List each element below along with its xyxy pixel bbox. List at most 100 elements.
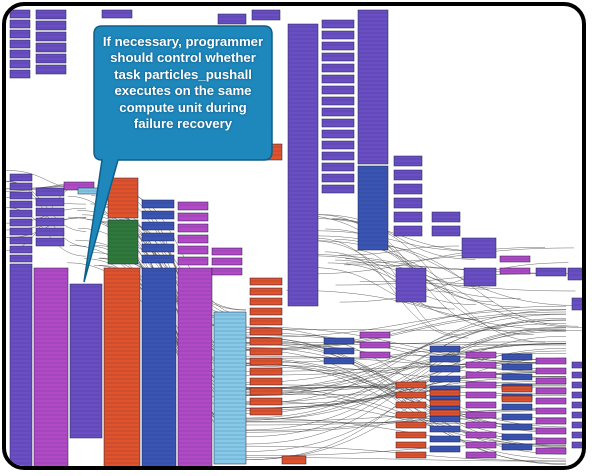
task-node bbox=[211, 267, 243, 276]
task-node bbox=[321, 52, 355, 62]
task-node bbox=[9, 236, 33, 245]
task-node bbox=[141, 221, 175, 231]
task-node bbox=[9, 218, 33, 227]
graph-edge bbox=[245, 314, 567, 396]
task-node bbox=[251, 9, 281, 21]
task-node bbox=[501, 373, 533, 381]
task-node bbox=[249, 357, 283, 366]
task-node bbox=[249, 347, 283, 356]
task-node bbox=[321, 85, 355, 95]
task-node bbox=[429, 445, 461, 453]
task-node bbox=[501, 403, 533, 411]
task-node bbox=[35, 9, 67, 20]
task-node bbox=[501, 443, 533, 451]
task-node bbox=[9, 182, 33, 191]
task-node bbox=[321, 129, 355, 139]
graph-edge bbox=[324, 251, 447, 309]
task-node bbox=[141, 254, 175, 264]
graph-edge bbox=[245, 313, 567, 351]
task-node bbox=[465, 391, 497, 399]
task-node bbox=[321, 41, 355, 51]
task-node bbox=[249, 287, 283, 296]
task-node bbox=[393, 183, 423, 195]
task-node bbox=[465, 351, 497, 359]
task-node bbox=[465, 401, 497, 409]
task-node bbox=[571, 401, 582, 409]
task-node bbox=[9, 49, 31, 59]
task-node bbox=[429, 375, 461, 383]
task-node bbox=[535, 447, 567, 455]
graph-edge bbox=[245, 334, 567, 364]
task-node bbox=[211, 257, 243, 266]
task-node bbox=[393, 211, 423, 223]
task-node bbox=[249, 397, 283, 406]
graph-edge bbox=[318, 214, 476, 260]
task-node bbox=[357, 9, 389, 165]
task-node bbox=[429, 425, 461, 433]
task-node bbox=[429, 389, 461, 397]
task-node bbox=[571, 391, 582, 399]
task-node bbox=[321, 118, 355, 128]
task-node bbox=[499, 255, 531, 263]
task-node bbox=[501, 413, 533, 421]
task-node bbox=[393, 169, 423, 181]
task-node bbox=[177, 245, 209, 255]
task-node bbox=[141, 232, 175, 242]
task-node bbox=[35, 64, 67, 75]
task-node bbox=[465, 441, 497, 449]
task-node bbox=[501, 353, 533, 361]
task-node bbox=[35, 31, 67, 42]
graph-edge bbox=[245, 364, 567, 385]
task-node bbox=[217, 13, 247, 25]
task-node bbox=[395, 381, 427, 389]
task-node bbox=[9, 227, 33, 236]
task-node bbox=[321, 107, 355, 117]
task-node bbox=[501, 363, 533, 371]
graph-edge bbox=[335, 259, 454, 293]
task-node bbox=[249, 297, 283, 306]
task-node bbox=[429, 345, 461, 353]
task-node bbox=[9, 9, 31, 19]
task-node bbox=[357, 165, 389, 251]
graph-edge bbox=[245, 318, 567, 419]
task-node bbox=[33, 267, 69, 466]
graph-edge bbox=[293, 214, 489, 290]
task-node bbox=[101, 9, 133, 19]
task-node bbox=[465, 451, 497, 459]
task-node bbox=[535, 357, 567, 365]
graph-edge bbox=[245, 342, 567, 389]
graph-edge bbox=[245, 357, 567, 460]
task-graph[interactable] bbox=[6, 6, 586, 470]
task-node bbox=[393, 155, 423, 167]
task-node bbox=[177, 267, 213, 466]
graph-edge bbox=[245, 338, 567, 465]
task-node bbox=[107, 219, 139, 265]
task-node bbox=[535, 267, 567, 277]
task-node bbox=[321, 184, 355, 194]
task-node bbox=[35, 237, 65, 247]
task-node bbox=[535, 437, 567, 445]
task-node bbox=[567, 267, 582, 281]
task-node bbox=[9, 19, 31, 29]
task-node bbox=[429, 365, 461, 373]
graph-edge bbox=[314, 237, 469, 339]
task-node bbox=[535, 387, 567, 395]
task-node bbox=[177, 212, 209, 222]
task-node bbox=[141, 243, 175, 253]
task-node bbox=[465, 411, 497, 419]
task-node bbox=[321, 74, 355, 84]
task-node bbox=[465, 421, 497, 429]
task-node bbox=[249, 317, 283, 326]
task-node bbox=[35, 207, 65, 217]
task-node bbox=[429, 409, 461, 417]
task-node bbox=[395, 267, 427, 303]
graph-edge bbox=[335, 273, 546, 286]
task-node bbox=[141, 210, 175, 220]
task-node bbox=[465, 431, 497, 439]
task-node bbox=[69, 283, 103, 439]
task-node bbox=[323, 357, 355, 365]
graph-edge bbox=[308, 240, 479, 320]
graph-edge bbox=[338, 245, 460, 256]
graph-edge bbox=[245, 370, 567, 411]
graph-edge bbox=[313, 230, 481, 252]
